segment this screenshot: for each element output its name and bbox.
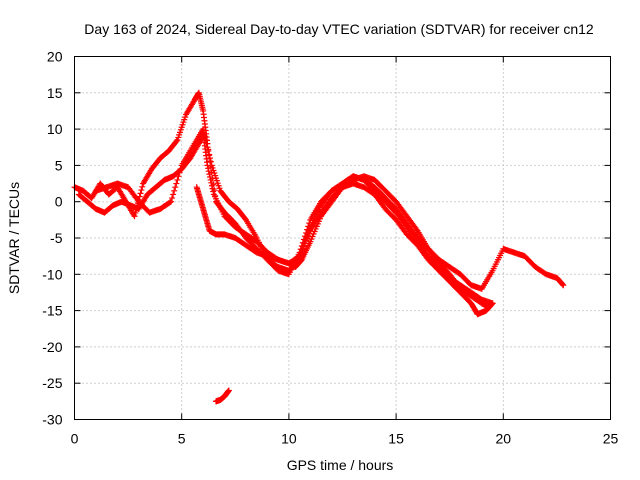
data-point <box>560 282 567 289</box>
data-point <box>171 187 178 194</box>
y-tick-label: 10 <box>47 121 63 137</box>
data-point <box>206 151 213 158</box>
data-point <box>173 180 180 187</box>
data-point <box>170 191 177 198</box>
grid <box>74 56 611 420</box>
series-track-c <box>193 173 492 310</box>
series-track-d <box>92 126 496 307</box>
y-tick-label: -5 <box>50 230 63 246</box>
y-tick-label: 5 <box>55 157 63 173</box>
x-tick-label: 20 <box>496 431 512 447</box>
data-point <box>138 187 145 194</box>
y-tick-label: -30 <box>42 412 62 428</box>
data-point <box>139 183 146 190</box>
data-point <box>297 246 304 253</box>
data-point <box>202 136 209 143</box>
data-point <box>206 171 213 178</box>
data-point <box>132 209 139 216</box>
data-point <box>200 129 207 136</box>
x-tick-label: 0 <box>71 431 79 447</box>
data-points <box>71 89 567 405</box>
data-point <box>205 168 212 175</box>
data-point <box>298 242 305 249</box>
data-point <box>305 223 312 230</box>
data-point <box>201 133 208 140</box>
data-point <box>207 158 214 165</box>
series-track-a <box>71 89 567 292</box>
y-tick-label: -10 <box>42 266 62 282</box>
data-point <box>304 226 311 233</box>
data-point <box>169 195 176 202</box>
series-track-b <box>75 129 496 318</box>
y-tick-label: -15 <box>42 303 62 319</box>
data-point <box>489 300 496 307</box>
data-point <box>299 239 306 246</box>
chart-title: Day 163 of 2024, Sidereal Day-to-day VTE… <box>84 21 594 37</box>
data-point <box>177 166 184 173</box>
data-point <box>485 303 492 310</box>
tick-labels: 0 5 10 15 20 25 -30 -25 -20 -15 -10 -5 0 5 10 15 20 <box>42 49 618 447</box>
data-point <box>207 174 214 181</box>
series-track-e <box>213 387 232 405</box>
data-point <box>136 193 143 200</box>
data-point <box>200 126 207 133</box>
data-point <box>204 144 211 151</box>
data-point <box>203 140 210 147</box>
y-tick-label: 15 <box>47 85 63 101</box>
x-tick-label: 10 <box>281 431 297 447</box>
data-point <box>166 199 173 206</box>
data-point <box>208 182 215 189</box>
data-point <box>225 387 232 394</box>
data-point <box>137 190 144 197</box>
x-tick-label: 25 <box>603 431 619 447</box>
x-tick-label: 15 <box>388 431 404 447</box>
data-point <box>559 281 566 288</box>
data-point <box>306 220 313 227</box>
y-tick-label: 20 <box>47 49 63 65</box>
data-point <box>174 176 181 183</box>
y-tick-label: -20 <box>42 339 62 355</box>
y-tick-label: 0 <box>55 194 63 210</box>
data-point <box>205 147 212 154</box>
data-point <box>131 213 138 220</box>
x-tick-label: 5 <box>178 431 186 447</box>
x-axis-label: GPS time / hours <box>287 457 394 473</box>
y-axis-label: SDTVAR / TECUs <box>6 182 22 294</box>
data-point <box>175 173 182 180</box>
data-point <box>207 155 214 162</box>
data-point <box>208 179 215 186</box>
y-tick-label: -25 <box>42 375 62 391</box>
data-point <box>167 198 174 205</box>
data-point <box>172 184 179 191</box>
data-point <box>296 249 303 256</box>
plot-frame <box>74 56 611 420</box>
data-point <box>209 185 216 192</box>
data-point <box>301 233 308 240</box>
data-point <box>176 169 183 176</box>
data-point <box>173 138 180 145</box>
data-point <box>210 188 217 195</box>
data-point <box>303 229 310 236</box>
data-point <box>207 176 214 183</box>
data-point <box>300 236 307 243</box>
